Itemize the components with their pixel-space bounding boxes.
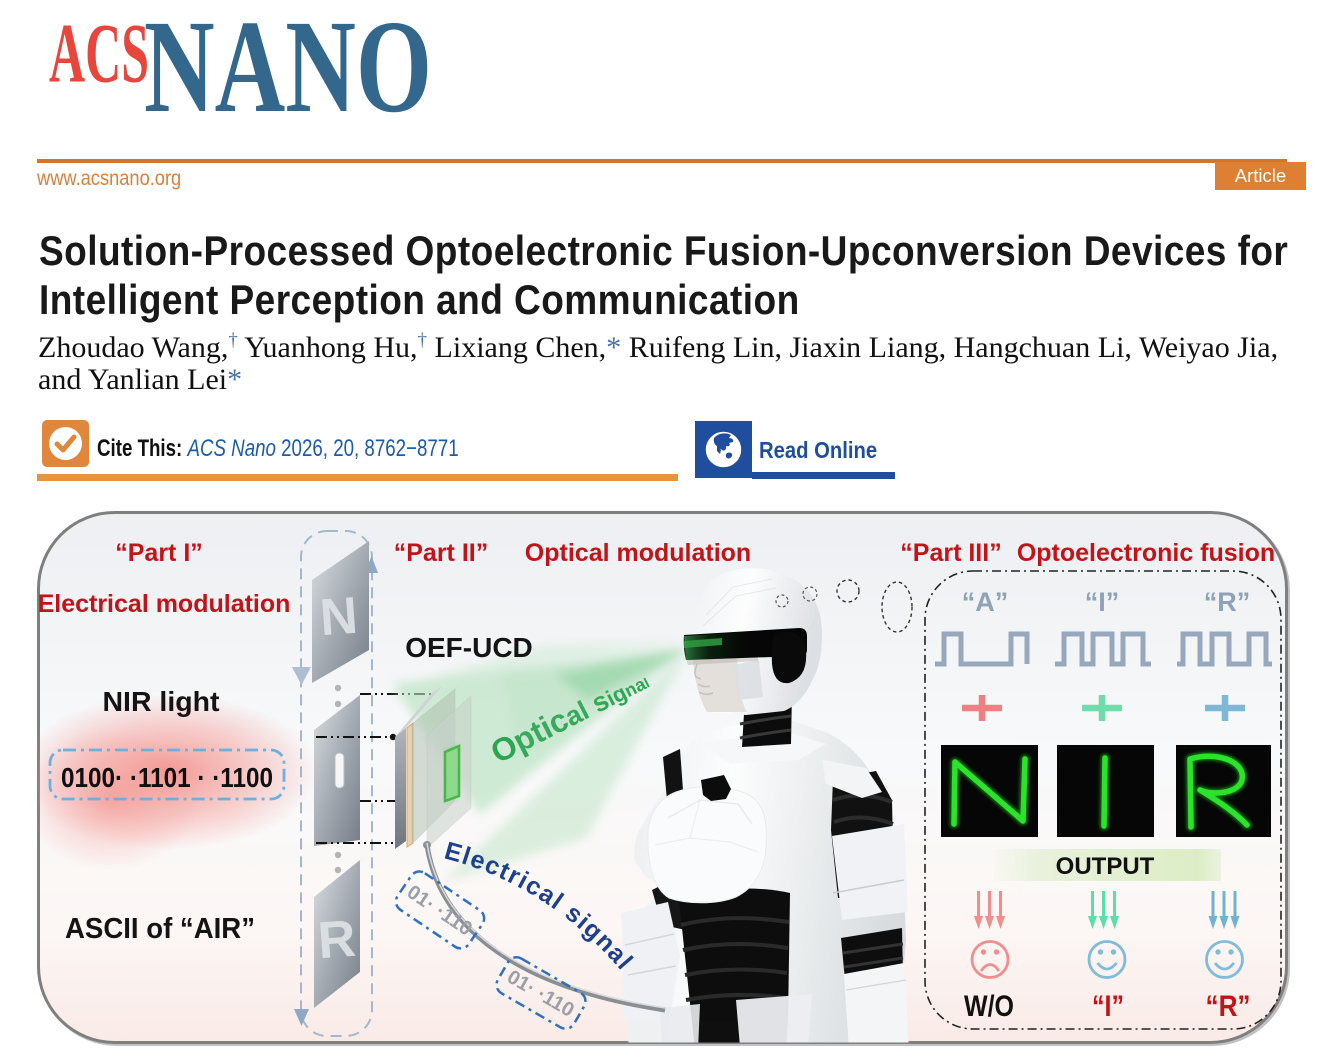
svg-text:Optical modulation: Optical modulation <box>525 539 751 567</box>
svg-text:Electrical modulation: Electrical modulation <box>38 590 291 618</box>
svg-text:“Part III”: “Part III” <box>900 539 1001 567</box>
svg-text:“I”: “I” <box>1092 990 1124 1023</box>
svg-text:NANO: NANO <box>144 10 432 140</box>
svg-text:NIR light: NIR light <box>103 686 220 717</box>
svg-text:“I”: “I” <box>1085 587 1120 617</box>
svg-text:“R”: “R” <box>1204 587 1251 617</box>
svg-text:“R”: “R” <box>1206 990 1251 1023</box>
svg-text:R: R <box>316 910 358 970</box>
svg-text:W/O: W/O <box>964 990 1014 1023</box>
svg-text:OUTPUT: OUTPUT <box>1056 853 1155 880</box>
svg-text:Optoelectronic fusion: Optoelectronic fusion <box>1017 539 1275 567</box>
svg-text:“Part I”: “Part I” <box>115 539 203 567</box>
svg-text:N: N <box>318 587 360 647</box>
svg-text:“Part II”: “Part II” <box>394 539 488 567</box>
svg-text:0100· ·1101 · ·1100: 0100· ·1101 · ·1100 <box>61 762 273 793</box>
svg-text:ACS: ACS <box>49 10 149 101</box>
svg-text:ASCII of “AIR”: ASCII of “AIR” <box>65 913 255 945</box>
svg-text:“A”: “A” <box>962 587 1009 617</box>
svg-text:OEF-UCD: OEF-UCD <box>405 632 533 663</box>
